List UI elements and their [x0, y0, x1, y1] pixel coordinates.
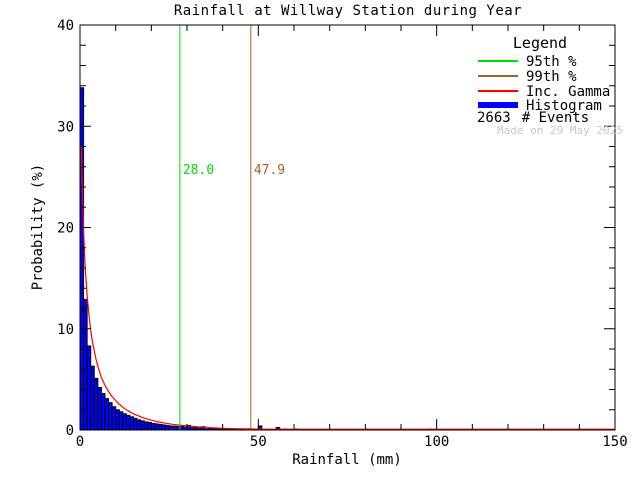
histogram-bar	[118, 411, 124, 431]
histogram-bar	[90, 365, 95, 431]
x-tick-label: 50	[250, 434, 267, 450]
y-tick-label: 30	[57, 119, 74, 135]
histogram-bar	[133, 417, 138, 431]
y-tick-label: 40	[57, 18, 74, 34]
histogram-bar	[168, 425, 174, 431]
histogram-bar	[161, 424, 167, 431]
histogram-bar	[165, 424, 170, 431]
histogram-bar	[175, 425, 181, 431]
y-axis-title: Probability (%)	[30, 163, 46, 291]
x-tick-label: 0	[76, 434, 84, 450]
histogram-bar	[150, 422, 156, 431]
histogram-bar	[154, 423, 159, 431]
histogram-bar	[108, 402, 113, 431]
x-tick-label: 100	[424, 434, 449, 450]
histogram-bar	[140, 420, 145, 431]
histogram-bar	[122, 413, 127, 431]
95th-percentile-label: 28.0	[183, 163, 214, 178]
histogram-bar	[129, 416, 135, 431]
x-axis-title: Rainfall (mm)	[292, 452, 402, 468]
histogram-bar	[111, 406, 117, 431]
histogram-bar	[83, 298, 88, 431]
histogram-bar	[93, 377, 99, 431]
histogram-bar	[143, 421, 149, 431]
y-tick-label: 20	[57, 221, 74, 237]
histogram-bar	[172, 425, 177, 431]
histogram-bar	[147, 421, 152, 431]
gamma-curve	[80, 146, 615, 430]
y-tick-label: 10	[57, 322, 74, 338]
histogram-bar	[125, 414, 131, 431]
histogram-bar	[104, 398, 110, 431]
histogram-bar	[79, 87, 85, 431]
x-tick-label: 150	[602, 434, 627, 450]
histogram-bar	[97, 386, 102, 431]
99th-percentile-label: 47.9	[254, 163, 285, 178]
histogram-bar	[157, 423, 163, 431]
y-tick-label: 0	[66, 423, 74, 439]
plot-frame	[79, 24, 616, 431]
histogram-bar	[100, 393, 106, 431]
histogram-bar	[115, 409, 120, 431]
histogram-bar	[179, 425, 184, 431]
histogram-bar	[86, 345, 92, 431]
histogram-bar	[136, 419, 142, 431]
chart-title: Rainfall at Willway Station during Year	[173, 3, 523, 19]
